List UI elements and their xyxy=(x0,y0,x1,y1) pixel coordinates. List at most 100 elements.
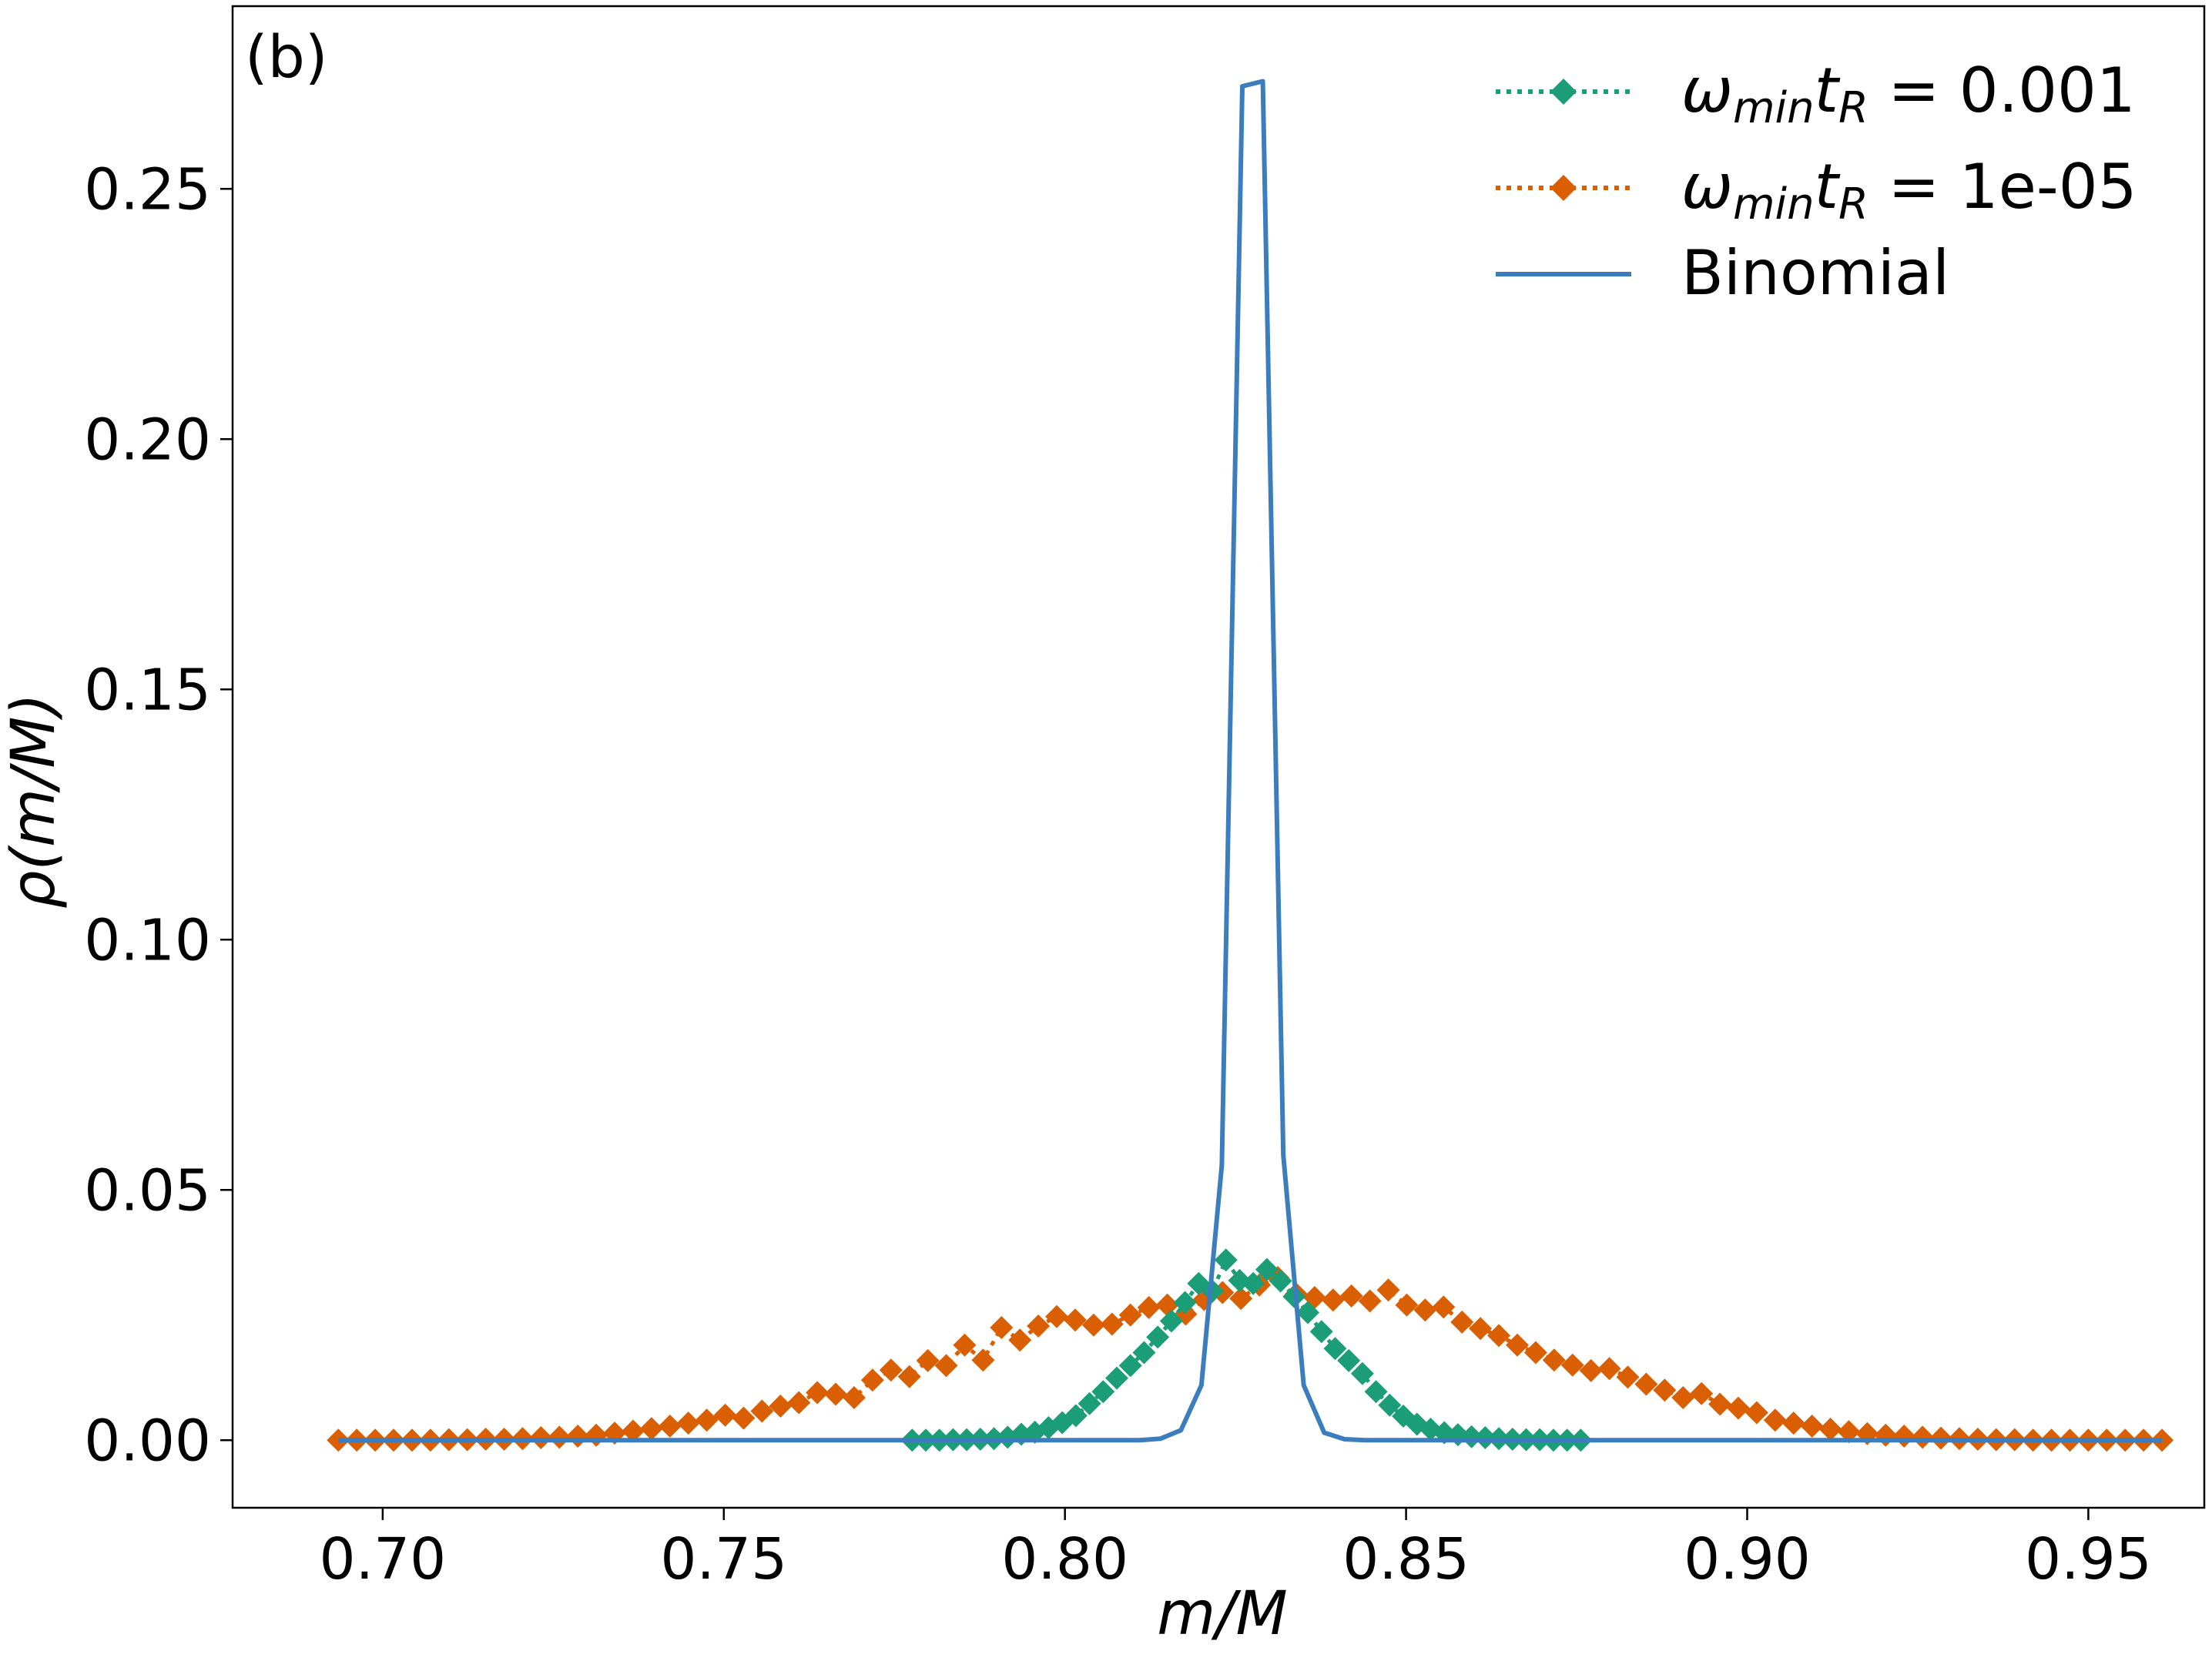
data-point xyxy=(1337,1348,1361,1372)
legend: ωmintR = 0.001 ωmintR = 1e-05 Binomial xyxy=(1496,55,2137,309)
x-tick-label: 0.70 xyxy=(319,1526,446,1592)
data-point xyxy=(806,1381,830,1405)
data-point xyxy=(1100,1312,1124,1336)
data-point xyxy=(1255,1257,1279,1281)
x-tick-label: 0.95 xyxy=(2025,1526,2152,1592)
data-point xyxy=(1173,1291,1197,1314)
data-point xyxy=(1653,1378,1677,1402)
data-point xyxy=(1763,1408,1787,1432)
legend-label: ωmintR = 0.001 xyxy=(1681,55,2136,133)
data-point xyxy=(1671,1386,1695,1409)
data-point xyxy=(897,1365,921,1388)
data-point xyxy=(842,1386,866,1409)
data-point xyxy=(1837,1420,1861,1444)
y-axis-label: ρ(m/M) xyxy=(0,693,69,909)
y-tick-label: 0.20 xyxy=(84,407,211,473)
data-point xyxy=(1132,1341,1156,1365)
series-line xyxy=(338,79,2163,1443)
data-point xyxy=(621,1419,645,1443)
data-point xyxy=(1081,1313,1105,1337)
y-axis: 0.00 0.05 0.10 0.15 0.20 0.25 xyxy=(84,156,233,1474)
data-point xyxy=(548,1425,571,1449)
y-tick-label: 0.25 xyxy=(84,156,211,223)
data-point xyxy=(1155,1293,1179,1317)
data-point xyxy=(585,1423,608,1447)
data-point xyxy=(750,1399,774,1423)
data-point xyxy=(1781,1412,1805,1435)
data-point xyxy=(1800,1415,1824,1438)
data-point xyxy=(1008,1328,1032,1352)
y-tick-label: 0.15 xyxy=(84,657,211,723)
panel-label: (b) xyxy=(245,22,328,91)
data-point xyxy=(1726,1396,1750,1420)
data-point xyxy=(879,1358,903,1382)
data-point xyxy=(1323,1337,1347,1361)
data-point xyxy=(1818,1417,1842,1441)
data-point xyxy=(1376,1278,1400,1302)
data-point xyxy=(1378,1393,1402,1417)
data-point xyxy=(1616,1365,1640,1389)
data-point xyxy=(1339,1284,1363,1308)
data-point xyxy=(1269,1269,1292,1293)
data-point xyxy=(1542,1348,1566,1372)
data-point xyxy=(695,1408,719,1432)
data-point xyxy=(658,1415,682,1438)
data-point xyxy=(1364,1380,1388,1404)
series-1 xyxy=(327,1266,2174,1452)
legend-item-1: ωmintR = 1e-05 xyxy=(1496,151,2137,229)
data-point xyxy=(1242,1271,1265,1295)
data-point xyxy=(1690,1381,1714,1405)
data-point xyxy=(916,1348,940,1372)
data-point xyxy=(1523,1341,1547,1365)
data-point xyxy=(1505,1333,1529,1357)
data-point xyxy=(1229,1287,1253,1311)
data-point xyxy=(1078,1391,1101,1415)
x-tick-label: 0.85 xyxy=(1342,1526,1470,1592)
data-point xyxy=(1091,1380,1115,1404)
data-point xyxy=(1487,1324,1511,1348)
data-point xyxy=(1321,1288,1345,1312)
x-tick-label: 0.75 xyxy=(660,1526,787,1592)
data-point xyxy=(1395,1293,1419,1317)
data-point xyxy=(769,1395,793,1418)
legend-marker xyxy=(1550,175,1577,201)
y-tick-label: 0.10 xyxy=(84,907,211,973)
data-point xyxy=(1118,1303,1142,1327)
data-point xyxy=(953,1333,977,1357)
data-point xyxy=(1473,1426,1497,1449)
data-point xyxy=(639,1417,663,1441)
data-point xyxy=(732,1406,756,1430)
data-point xyxy=(676,1412,700,1435)
data-point xyxy=(1105,1366,1129,1390)
legend-label: Binomial xyxy=(1681,237,1949,309)
data-point xyxy=(1296,1301,1320,1324)
legend-marker xyxy=(1550,79,1577,105)
data-point xyxy=(1358,1289,1382,1313)
series-line xyxy=(338,1275,2163,1442)
data-point xyxy=(1634,1372,1658,1396)
data-point xyxy=(934,1354,958,1378)
y-tick-label: 0.05 xyxy=(84,1157,211,1224)
plot-frame xyxy=(231,5,2206,1509)
data-point xyxy=(1432,1295,1456,1319)
data-point xyxy=(824,1382,848,1406)
y-tick-label: 0.00 xyxy=(84,1408,211,1474)
data-point xyxy=(1063,1308,1087,1332)
x-axis-label: m/M xyxy=(1157,1579,1288,1649)
data-point xyxy=(1579,1358,1603,1382)
x-tick-label: 0.90 xyxy=(1684,1526,1811,1592)
x-tick-label: 0.80 xyxy=(1001,1526,1128,1592)
data-point xyxy=(1146,1325,1170,1349)
legend-label: ωmintR = 1e-05 xyxy=(1681,151,2137,229)
data-point xyxy=(1045,1304,1069,1328)
legend-item-0: ωmintR = 0.001 xyxy=(1496,55,2136,133)
data-point xyxy=(713,1403,737,1427)
data-point xyxy=(1708,1392,1732,1416)
data-point xyxy=(1911,1425,1935,1449)
series-0 xyxy=(900,1248,1593,1452)
data-point xyxy=(860,1368,884,1392)
x-axis: 0.70 0.75 0.80 0.85 0.90 0.95 xyxy=(319,1508,2152,1592)
data-point xyxy=(1137,1296,1161,1319)
data-point xyxy=(1350,1361,1374,1385)
data-point xyxy=(971,1348,995,1372)
